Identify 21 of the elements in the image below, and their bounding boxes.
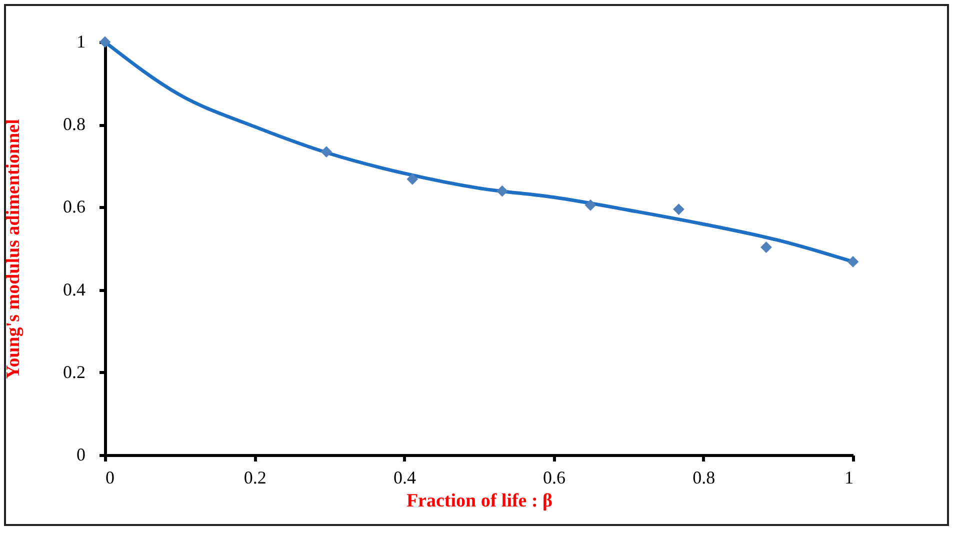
y-tick-label: 0 [76,444,86,464]
y-tick-label: 0.6 [63,196,86,217]
y-tick-label: 0.8 [63,114,86,134]
point [847,256,859,268]
x-tick-label: 0.4 [393,468,416,488]
y-tick-label: 1 [76,32,86,52]
point [496,185,508,197]
x-tick-label: 0 [106,468,114,488]
point [760,242,772,253]
point [584,199,596,211]
point [673,204,684,215]
x-tick-label: 0.8 [692,468,716,488]
x-tick-label: 0.2 [244,468,266,488]
x-axis-title: Fraction of life : β [406,490,553,512]
x-tick-label: 0.6 [543,468,566,488]
y-axis-title: Young's modulus adimentionnel [3,119,24,379]
y-tick-label: 0.4 [63,279,86,300]
point [406,173,418,185]
x-tick-label: 1 [844,468,854,488]
point [320,146,332,158]
y-tick-label: 0.2 [63,362,86,382]
